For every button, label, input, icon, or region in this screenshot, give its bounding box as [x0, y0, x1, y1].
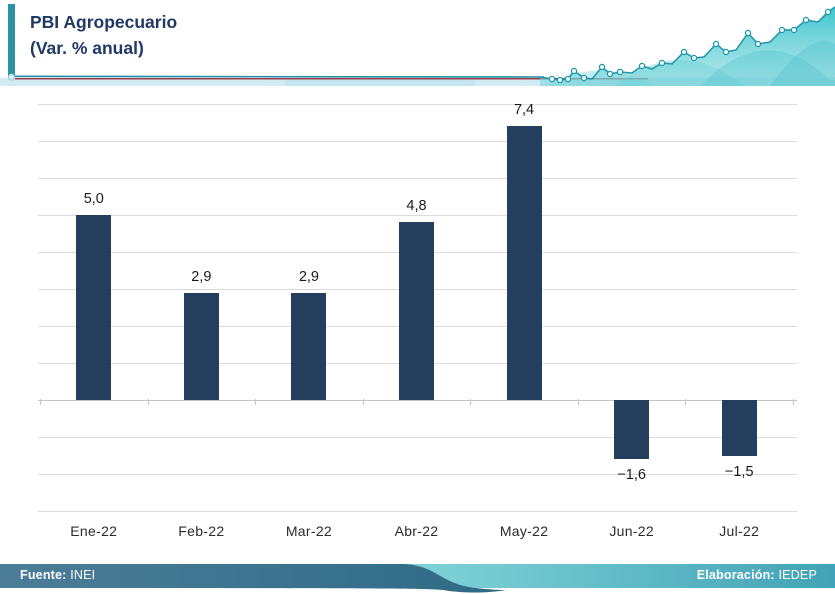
- axis-tick: [470, 399, 472, 405]
- gridline: [38, 511, 797, 512]
- bar-Abr-22: [399, 222, 434, 400]
- axis-tick: [147, 399, 149, 405]
- gridline: [38, 474, 797, 475]
- axis-tick: [577, 399, 579, 405]
- gridline: [38, 178, 797, 179]
- axis-tick: [685, 399, 687, 405]
- bar-value-label: 4,8: [406, 198, 427, 215]
- chart-title-block: PBI Agropecuario (Var. % anual): [30, 9, 177, 61]
- bar-value-label: −1,5: [724, 463, 754, 480]
- chart-title: PBI Agropecuario: [30, 12, 178, 32]
- gridline: [38, 437, 797, 438]
- footer-source-value: INEI: [70, 568, 96, 582]
- bar-Jun-22: [614, 400, 650, 460]
- x-axis-label: Mar-22: [285, 523, 332, 539]
- bar-value-label: −1,6: [617, 467, 646, 484]
- footer-elaboration-value: IEDEP: [778, 568, 817, 582]
- bar-Mar-22: [291, 292, 327, 400]
- bar-value-label: 2,9: [191, 268, 212, 285]
- axis-tick: [362, 399, 364, 405]
- axis-tick: [40, 399, 41, 405]
- footer-source-label: Fuente:: [20, 568, 67, 582]
- bar-Feb-22: [183, 292, 219, 400]
- bar-Ene-22: [76, 215, 112, 400]
- header-trend-decoration-icon: [0, 4, 835, 86]
- x-axis-label: May-22: [499, 523, 549, 539]
- bar-value-label: 2,9: [298, 268, 319, 285]
- chart-subtitle: (Var. % anual): [30, 38, 144, 58]
- axis-tick: [255, 399, 257, 405]
- x-axis-label: Ene-22: [70, 523, 118, 539]
- gridline: [38, 104, 797, 105]
- axis-tick: [793, 399, 794, 405]
- bar-value-label: 7,4: [513, 102, 535, 119]
- footer-elaboration: Elaboración: IEDEP: [697, 568, 817, 582]
- footer-wave-decoration-icon: [0, 564, 835, 593]
- x-axis-label: Jul-22: [719, 523, 760, 539]
- gridline: [38, 141, 797, 142]
- gridline: [38, 215, 797, 216]
- x-axis-label: Abr-22: [394, 523, 439, 539]
- x-axis-line: [38, 400, 797, 401]
- x-axis-label: Jun-22: [609, 523, 654, 539]
- footer-elaboration-label: Elaboración:: [696, 568, 775, 582]
- bar-Jul-22: [721, 400, 757, 456]
- bar-May-22: [506, 126, 542, 400]
- x-axis-label: Feb-22: [178, 523, 225, 539]
- footer-source: Fuente: INEI: [20, 568, 95, 582]
- bar-value-label: 5,0: [83, 191, 104, 207]
